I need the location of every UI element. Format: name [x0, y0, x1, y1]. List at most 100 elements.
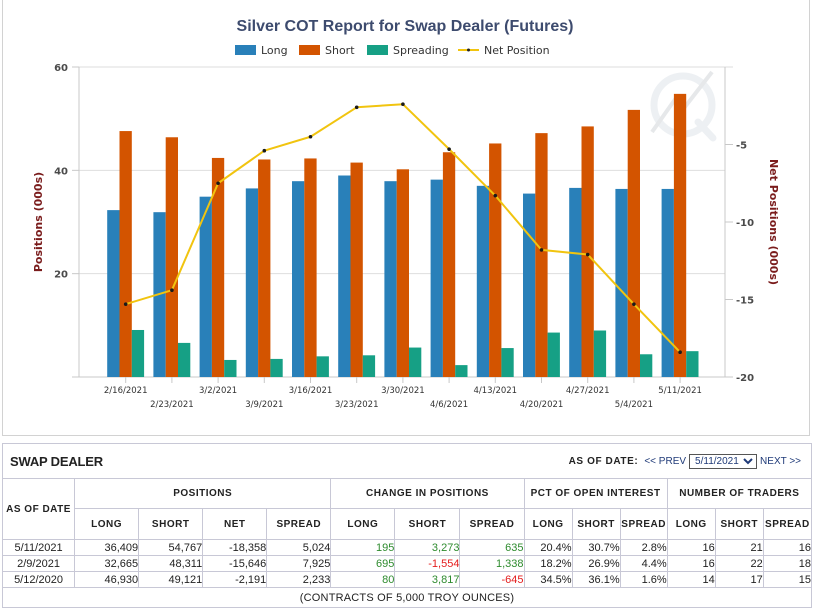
bar-spreading: [455, 365, 468, 377]
bar-short: [350, 162, 363, 377]
swap-dealer-panel: SWAP DEALER AS OF DATE: << PREV 5/11/202…: [1, 443, 813, 608]
cell-date: 5/12/2020: [1, 571, 76, 588]
cell-positions-short: 49,121: [138, 571, 204, 588]
bar-spreading: [131, 329, 145, 377]
legend-item-long[interactable]: Long: [235, 44, 288, 57]
header-group-change: CHANGE IN POSITIONS: [330, 478, 525, 509]
bar-spreading: [686, 351, 699, 377]
x-tick-label: 4/27/2021: [566, 386, 610, 396]
y2-tick-label: -10: [736, 218, 754, 229]
cell-traders-spread: 18: [762, 555, 813, 572]
y-tick-label: 20: [54, 270, 68, 281]
net-position-point: [308, 134, 313, 139]
bar-short: [258, 159, 271, 377]
x-tick-label: 3/16/2021: [289, 386, 333, 396]
group-header-row: AS OF DATE POSITIONS CHANGE IN POSITIONS…: [1, 478, 813, 540]
cell-positions-spread: 2,233: [266, 571, 332, 588]
bar-short: [211, 157, 225, 377]
header-group-pct-oi: PCT OF OPEN INTEREST: [523, 478, 668, 509]
cell-change-spread: -645: [459, 571, 525, 588]
legend-marker-net-position: [467, 48, 470, 52]
cell-change-short: 3,273: [394, 539, 461, 556]
cell-change-short: 3,817: [394, 571, 461, 588]
header-traders-long: LONG: [666, 508, 716, 540]
bar-spreading: [501, 348, 514, 377]
legend-label-short: Short: [325, 44, 355, 57]
header-positions-long: LONG: [74, 508, 140, 540]
header-positions-spread: SPREAD: [266, 508, 332, 540]
x-tick-label: 3/9/2021: [245, 400, 283, 410]
cell-positions-net: -18,358: [202, 539, 268, 556]
bar-spreading: [640, 354, 653, 377]
bar-short: [119, 131, 132, 377]
bar-long: [384, 181, 397, 377]
date-navigator: AS OF DATE: << PREV 5/11/2021 NEXT >>: [569, 453, 801, 469]
cell-pct-short: 26.9%: [571, 555, 621, 572]
bar-long: [199, 196, 212, 377]
net-position-point: [262, 148, 267, 153]
net-position-point: [539, 248, 544, 252]
header-change-spread: SPREAD: [459, 508, 525, 540]
x-tick-label: 3/30/2021: [381, 386, 425, 396]
cell-date: 5/11/2021: [1, 539, 76, 556]
header-group-positions: POSITIONS: [74, 478, 332, 509]
header-traders-spread: SPREAD: [762, 508, 813, 540]
cell-pct-long: 20.4%: [523, 539, 573, 556]
x-tick-label: 3/2/2021: [199, 386, 237, 396]
bar-spreading: [362, 355, 376, 377]
cell-pct-short: 30.7%: [571, 539, 621, 556]
legend-swatch-spreading: [367, 45, 388, 55]
cell-pct-short: 36.1%: [571, 571, 621, 588]
header-group-traders: NUMBER OF TRADERS: [666, 478, 813, 509]
cell-traders-short: 17: [714, 571, 764, 588]
cell-traders-short: 22: [714, 555, 764, 572]
cell-traders-spread: 16: [762, 539, 813, 556]
bar-long: [661, 188, 674, 377]
net-position-point: [632, 302, 636, 306]
cell-change-spread: 1,338: [459, 555, 525, 572]
bar-long: [245, 188, 259, 377]
bar-long: [569, 187, 582, 377]
cell-positions-short: 54,767: [138, 539, 204, 556]
net-position-point: [216, 181, 220, 186]
bar-spreading: [316, 356, 329, 377]
legend-item-spreading[interactable]: Spreading: [367, 44, 449, 57]
cell-pct-long: 34.5%: [523, 571, 573, 588]
net-position-point: [401, 102, 405, 106]
x-tick-label: 2/23/2021: [150, 400, 194, 410]
header-positions-short: SHORT: [138, 508, 204, 540]
bar-short: [627, 109, 640, 377]
cell-positions-net: -2,191: [202, 571, 268, 588]
table-title: SWAP DEALER: [10, 453, 103, 469]
y2-tick-label: -20: [736, 373, 754, 384]
cell-traders-short: 21: [714, 539, 764, 556]
legend-item-net-position[interactable]: Net Position: [458, 44, 550, 57]
legend-item-short[interactable]: Short: [299, 44, 355, 57]
bar-spreading: [270, 358, 283, 377]
header-positions-net: NET: [202, 508, 268, 540]
legend-label-spreading: Spreading: [393, 44, 449, 57]
cell-positions-long: 32,665: [74, 555, 140, 572]
header-pct-long: LONG: [523, 508, 573, 540]
prev-link[interactable]: << PREV: [644, 455, 687, 467]
cell-traders-long: 16: [666, 539, 716, 556]
cell-change-long: 195: [330, 539, 396, 556]
next-link[interactable]: NEXT >>: [760, 455, 801, 467]
bar-long: [523, 193, 536, 377]
legend-label-net-position: Net Position: [484, 44, 550, 57]
x-tick-label: 4/6/2021: [430, 400, 468, 410]
cell-traders-long: 16: [666, 555, 716, 572]
cell-pct-spread: 2.8%: [619, 539, 668, 556]
net-position-point: [678, 350, 682, 355]
bar-long: [338, 175, 351, 377]
net-position-point: [123, 302, 128, 306]
net-position-point: [447, 147, 451, 151]
cell-pct-long: 18.2%: [523, 555, 573, 572]
y-axis-title: Positions (000s): [32, 172, 45, 272]
table-footer-row: (CONTRACTS OF 5,000 TROY OUNCES): [2, 587, 812, 608]
cell-date: 2/9/2021: [1, 555, 76, 572]
bar-short: [535, 133, 548, 377]
date-select[interactable]: 5/11/2021: [689, 453, 758, 469]
cell-positions-spread: 5,024: [266, 539, 332, 556]
